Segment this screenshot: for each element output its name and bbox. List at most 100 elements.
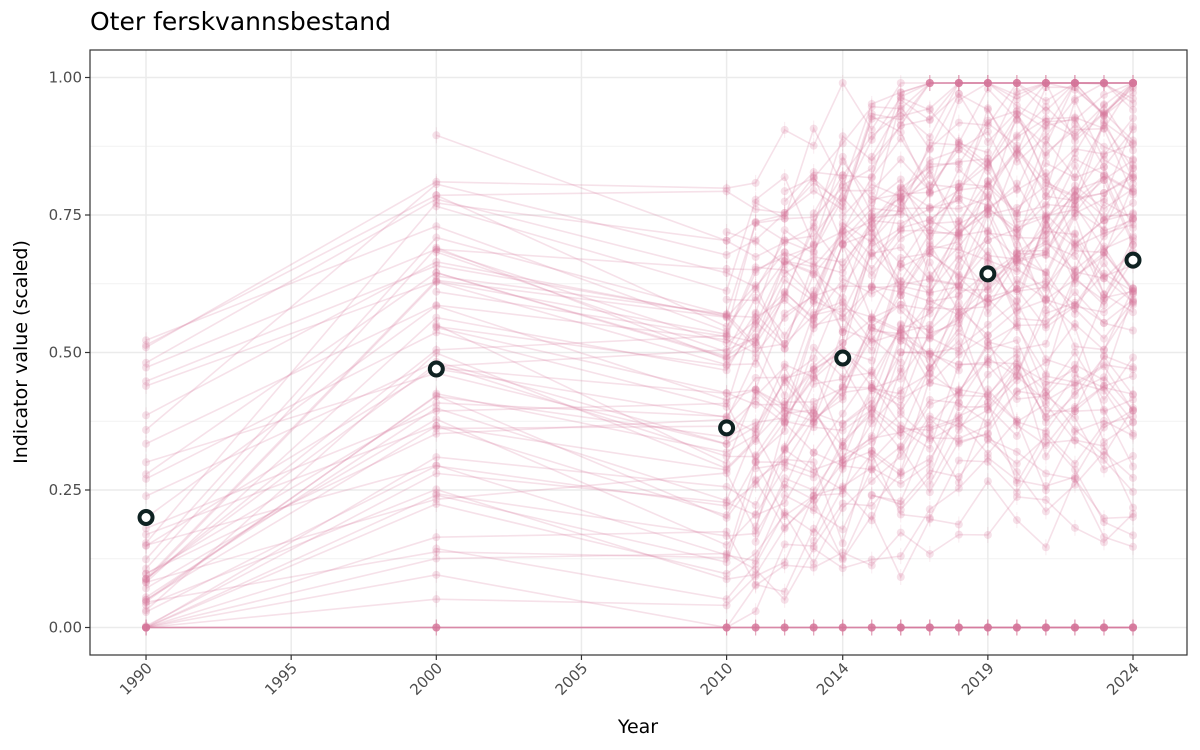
background-point [1041, 284, 1050, 293]
background-series-line [754, 413, 1134, 527]
background-point [809, 448, 818, 457]
background-point [1041, 151, 1050, 160]
background-point [867, 371, 876, 380]
background-point [1070, 623, 1079, 632]
background-point [1070, 149, 1079, 158]
background-point [809, 506, 818, 515]
background-point [751, 436, 760, 445]
background-point [1070, 79, 1079, 87]
background-series-line [783, 230, 1134, 448]
background-series-line [145, 82, 1134, 580]
background-point [142, 538, 151, 547]
background-point [896, 204, 905, 213]
background-series-line [145, 406, 1134, 629]
background-point [925, 226, 934, 235]
background-point [983, 405, 992, 414]
background-series-line [145, 118, 1134, 582]
background-point [1041, 200, 1050, 209]
background-point [1012, 255, 1021, 264]
background-point [780, 266, 789, 275]
background-point [751, 623, 760, 632]
background-point [722, 399, 731, 408]
background-point [983, 358, 992, 367]
background-point [1012, 131, 1021, 140]
background-point [809, 365, 818, 374]
background-point [867, 623, 876, 632]
background-point [867, 213, 876, 222]
background-point [809, 257, 818, 266]
background-point [142, 336, 151, 345]
background-point [867, 125, 876, 134]
background-point [896, 336, 905, 345]
background-point [954, 434, 963, 443]
background-point [838, 325, 847, 334]
background-series-line [145, 318, 1134, 547]
background-point [925, 623, 934, 632]
background-point [1041, 192, 1050, 201]
background-point [896, 96, 905, 105]
background-point [1099, 319, 1108, 328]
background-point [1129, 418, 1138, 427]
background-point [1012, 467, 1021, 476]
background-point [954, 273, 963, 282]
background-series-line [145, 367, 1134, 627]
background-point [1012, 488, 1021, 497]
background-point [1012, 372, 1021, 381]
background-point [867, 229, 876, 238]
background-point [1099, 79, 1108, 87]
background-point [867, 403, 876, 412]
background-series-line [436, 237, 1134, 398]
background-point [809, 473, 818, 482]
background-point [1099, 352, 1108, 361]
background-point [780, 210, 789, 219]
background-point [867, 323, 876, 332]
background-point [983, 435, 992, 444]
background-point [1012, 307, 1021, 316]
background-point [896, 348, 905, 357]
background-point [983, 119, 992, 128]
background-point [1070, 196, 1079, 205]
background-point [780, 236, 789, 245]
background-point [983, 294, 992, 303]
background-point [896, 115, 905, 124]
background-point [809, 544, 818, 553]
background-point [867, 242, 876, 251]
background-point [1129, 163, 1138, 172]
background-point [1129, 372, 1138, 381]
highlight-point [834, 349, 852, 367]
background-point [1070, 161, 1079, 170]
background-point [1012, 264, 1021, 273]
background-point [432, 554, 441, 563]
background-point [1099, 226, 1108, 235]
background-point [1099, 259, 1108, 268]
background-point [780, 459, 789, 468]
background-series-line [145, 339, 1134, 611]
background-point [1099, 232, 1108, 241]
background-point [1041, 295, 1050, 304]
highlight-point [1124, 251, 1142, 269]
background-point [954, 281, 963, 290]
background-point [925, 226, 934, 235]
background-point [809, 292, 818, 301]
background-point [896, 623, 905, 632]
background-point [925, 276, 934, 285]
background-point [809, 224, 818, 233]
background-point [809, 174, 818, 183]
background-point [751, 452, 760, 461]
background-point [1070, 201, 1079, 210]
background-point [954, 237, 963, 246]
background-point [1070, 365, 1079, 374]
background-point [1070, 229, 1079, 238]
background-point [1099, 242, 1108, 251]
background-point [867, 491, 876, 500]
background-series-line [145, 198, 1134, 364]
background-point [809, 260, 818, 269]
background-point [1070, 436, 1079, 445]
background-point [1129, 287, 1138, 296]
background-series-line [900, 157, 1134, 243]
background-point [1099, 79, 1108, 87]
background-point [925, 395, 934, 404]
background-point [751, 387, 760, 396]
background-point [432, 272, 441, 281]
background-point [809, 492, 818, 501]
